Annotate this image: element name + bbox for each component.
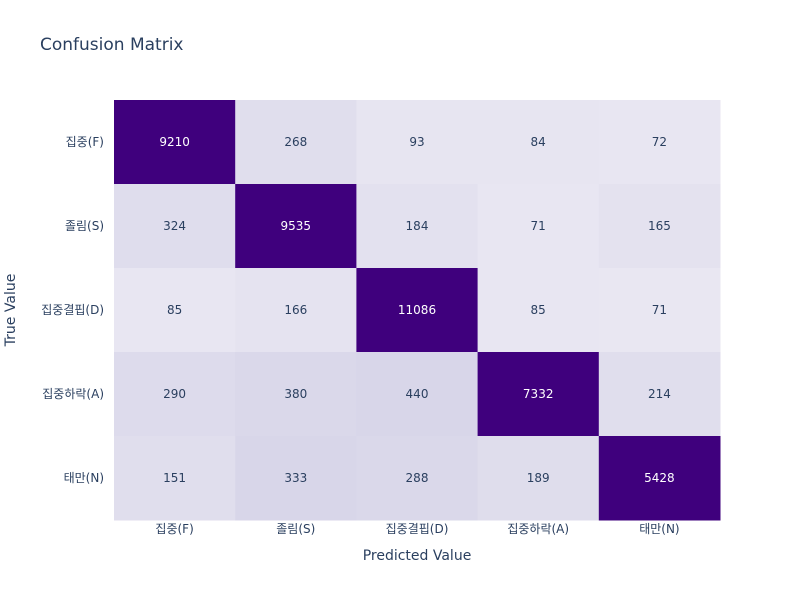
cell-value-label: 9535 bbox=[281, 219, 312, 233]
y-tick-label: 집중(F) bbox=[66, 135, 104, 149]
cell-value-label: 333 bbox=[284, 471, 307, 485]
heatmap-cell bbox=[598, 184, 721, 269]
x-tick-label: 집중결핍(D) bbox=[386, 522, 449, 536]
heatmap-cell bbox=[235, 184, 357, 269]
x-tick-label: 집중하락(A) bbox=[507, 522, 569, 536]
heatmap-cell bbox=[356, 184, 479, 269]
x-axis-ticks: 집중(F) 졸림(S) 집중결핍(D) 집중하락(A) 태만(N) bbox=[155, 522, 679, 536]
heatmap-cell bbox=[356, 352, 479, 437]
cell-value-label: 72 bbox=[652, 135, 667, 149]
cell-value-label: 11086 bbox=[398, 303, 436, 317]
heatmap-cell bbox=[114, 436, 236, 521]
heatmap-cell bbox=[114, 184, 236, 269]
cell-value-label: 85 bbox=[531, 303, 546, 317]
cell-value-label: 9210 bbox=[159, 135, 190, 149]
cell-value-label: 71 bbox=[652, 303, 667, 317]
cell-value-label: 288 bbox=[406, 471, 429, 485]
heatmap-cell bbox=[356, 268, 479, 353]
heatmap-cell bbox=[356, 100, 479, 185]
heatmap-cell bbox=[477, 100, 600, 185]
chart-title: Confusion Matrix bbox=[40, 35, 184, 55]
x-tick-label: 태만(N) bbox=[639, 522, 679, 536]
cell-value-label: 85 bbox=[167, 303, 182, 317]
cell-value-label: 84 bbox=[531, 135, 546, 149]
cell-value-label: 214 bbox=[648, 387, 671, 401]
cell-value-label: 166 bbox=[284, 303, 307, 317]
cell-value-label: 380 bbox=[284, 387, 307, 401]
y-tick-label: 집중결핍(D) bbox=[41, 303, 104, 317]
cell-value-label: 71 bbox=[531, 219, 546, 233]
heatmap-cell bbox=[114, 100, 236, 185]
cell-value-label: 440 bbox=[406, 387, 429, 401]
cell-value-label: 324 bbox=[163, 219, 186, 233]
cell-value-label: 165 bbox=[648, 219, 671, 233]
heatmap-cell bbox=[235, 268, 357, 353]
cell-value-label: 7332 bbox=[523, 387, 554, 401]
y-tick-label: 태만(N) bbox=[64, 471, 104, 485]
heatmap-cell bbox=[598, 352, 721, 437]
x-axis-title: Predicted Value bbox=[363, 548, 472, 564]
y-axis-ticks: 집중(F) 졸림(S) 집중결핍(D) 집중하락(A) 태만(N) bbox=[41, 135, 104, 485]
heatmap-cells bbox=[114, 100, 721, 521]
heatmap-cell bbox=[114, 352, 236, 437]
y-tick-label: 졸림(S) bbox=[65, 219, 104, 233]
heatmap-cell bbox=[477, 184, 600, 269]
cell-value-label: 184 bbox=[406, 219, 429, 233]
cell-labels: 9210 268 93 84 72 324 9535 184 71 165 85 166 11086 85… bbox=[159, 135, 674, 485]
cell-value-label: 189 bbox=[527, 471, 550, 485]
y-axis-title: True Value bbox=[3, 274, 19, 348]
heatmap-cell bbox=[477, 352, 600, 437]
x-tick-label: 집중(F) bbox=[155, 522, 193, 536]
y-tick-label: 집중하락(A) bbox=[42, 387, 104, 401]
heatmap-cell bbox=[235, 436, 357, 521]
cell-value-label: 268 bbox=[284, 135, 307, 149]
heatmap-cell bbox=[356, 436, 479, 521]
heatmap-cell bbox=[114, 268, 236, 353]
x-tick-label: 졸림(S) bbox=[276, 522, 315, 536]
cell-value-label: 151 bbox=[163, 471, 186, 485]
cell-value-label: 5428 bbox=[644, 471, 675, 485]
heatmap-cell bbox=[235, 352, 357, 437]
cell-value-label: 93 bbox=[409, 135, 424, 149]
heatmap-cell bbox=[477, 436, 600, 521]
heatmap-cell bbox=[477, 268, 600, 353]
heatmap-cell bbox=[598, 268, 721, 353]
heatmap-cell bbox=[598, 100, 721, 185]
heatmap-cell bbox=[598, 436, 721, 521]
cell-value-label: 290 bbox=[163, 387, 186, 401]
heatmap-cell bbox=[235, 100, 357, 185]
